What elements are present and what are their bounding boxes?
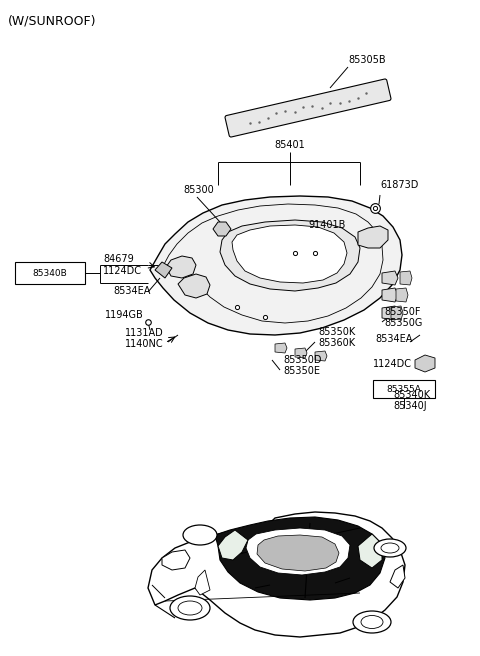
Polygon shape — [246, 528, 350, 575]
Text: 85340B: 85340B — [33, 268, 67, 277]
Text: 85340J: 85340J — [393, 401, 427, 411]
Polygon shape — [162, 204, 383, 323]
Ellipse shape — [183, 525, 217, 545]
Polygon shape — [162, 550, 190, 570]
Text: 91401B: 91401B — [308, 220, 346, 230]
Text: 85300: 85300 — [183, 185, 214, 195]
Polygon shape — [315, 351, 327, 361]
Polygon shape — [166, 256, 196, 278]
Ellipse shape — [178, 601, 202, 615]
Text: 85305B: 85305B — [348, 55, 385, 65]
Text: 85401: 85401 — [275, 140, 305, 150]
Polygon shape — [178, 274, 210, 298]
Polygon shape — [213, 222, 231, 236]
Text: 84679: 84679 — [103, 254, 134, 264]
Text: 85350G: 85350G — [384, 318, 422, 328]
Text: 8534EA: 8534EA — [113, 286, 150, 296]
Ellipse shape — [361, 615, 383, 628]
Polygon shape — [391, 306, 403, 320]
Polygon shape — [358, 226, 388, 248]
Polygon shape — [150, 196, 402, 335]
Polygon shape — [382, 306, 398, 320]
Polygon shape — [415, 355, 435, 372]
Polygon shape — [148, 512, 405, 637]
Text: 85350E: 85350E — [283, 366, 320, 376]
Text: (W/SUNROOF): (W/SUNROOF) — [8, 14, 96, 27]
FancyBboxPatch shape — [15, 262, 85, 284]
Ellipse shape — [353, 611, 391, 633]
Polygon shape — [218, 530, 248, 560]
Polygon shape — [257, 535, 339, 571]
FancyBboxPatch shape — [225, 79, 391, 137]
Polygon shape — [195, 570, 210, 595]
Polygon shape — [215, 517, 385, 600]
Ellipse shape — [170, 596, 210, 620]
Polygon shape — [390, 565, 405, 588]
Text: 85350D: 85350D — [283, 355, 322, 365]
Text: 85340K: 85340K — [393, 390, 430, 400]
Text: 85350F: 85350F — [384, 307, 420, 317]
Text: 1140NC: 1140NC — [125, 339, 164, 349]
Polygon shape — [396, 288, 408, 302]
Text: 1131AD: 1131AD — [125, 328, 164, 338]
Text: 85355A: 85355A — [386, 384, 421, 394]
Text: 61873D: 61873D — [380, 180, 419, 190]
Polygon shape — [155, 262, 172, 278]
Text: 1124DC: 1124DC — [103, 266, 142, 276]
Polygon shape — [400, 271, 412, 285]
Polygon shape — [382, 288, 398, 302]
Text: 85360K: 85360K — [318, 338, 355, 348]
Polygon shape — [295, 348, 307, 358]
Polygon shape — [275, 343, 287, 353]
FancyBboxPatch shape — [373, 380, 435, 398]
Text: 1194GB: 1194GB — [105, 310, 144, 320]
Text: 1124DC: 1124DC — [373, 359, 412, 369]
Ellipse shape — [374, 539, 406, 557]
Polygon shape — [382, 271, 398, 285]
Text: 85350K: 85350K — [318, 327, 355, 337]
Ellipse shape — [381, 543, 399, 553]
Polygon shape — [358, 534, 382, 568]
Text: 8534EA: 8534EA — [375, 334, 412, 344]
Polygon shape — [220, 220, 360, 291]
Polygon shape — [232, 225, 347, 283]
